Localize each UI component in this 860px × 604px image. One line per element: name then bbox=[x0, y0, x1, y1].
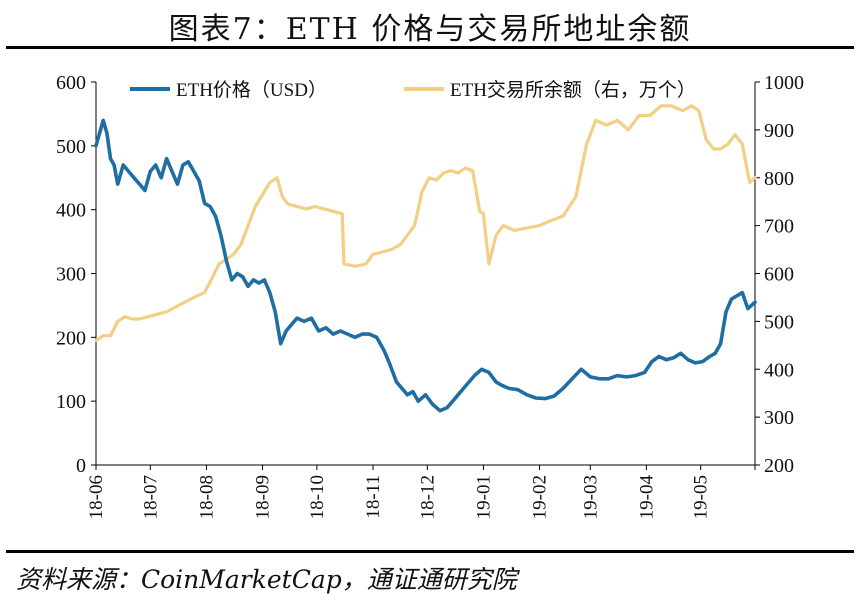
top-rule bbox=[6, 46, 854, 49]
right-tick-label: 800 bbox=[764, 168, 794, 190]
right-tick-label: 500 bbox=[764, 311, 794, 333]
bottom-rule bbox=[6, 550, 854, 553]
eth-price-line bbox=[94, 118, 757, 413]
x-tick-label: 18-12 bbox=[417, 475, 438, 519]
x-tick-label: 19-01 bbox=[473, 475, 494, 519]
x-tick-label: 18-07 bbox=[140, 475, 161, 519]
x-tick-label: 18-11 bbox=[363, 475, 384, 519]
right-tick-label: 600 bbox=[764, 264, 794, 286]
x-tick-label: 18-10 bbox=[307, 475, 328, 519]
x-tick-label: 19-04 bbox=[636, 475, 657, 520]
left-tick-label: 600 bbox=[56, 72, 86, 94]
right-tick-label: 400 bbox=[764, 359, 794, 381]
source-note: 资料来源：CoinMarketCap，通证通研究院 bbox=[16, 565, 517, 594]
legend-label-price: ETH价格（USD） bbox=[176, 79, 327, 101]
left-tick-label: 500 bbox=[56, 136, 86, 158]
x-tick-label: 18-06 bbox=[86, 475, 107, 519]
axes: 0 100 200 300 400 500 600 200 300 400 500 600 700 800… bbox=[56, 72, 804, 519]
right-tick-label: 300 bbox=[764, 407, 794, 429]
left-tick-label: 400 bbox=[56, 200, 86, 222]
right-tick-label: 200 bbox=[764, 455, 794, 477]
right-tick-label: 700 bbox=[764, 216, 794, 238]
left-tick-label: 100 bbox=[56, 391, 86, 413]
left-tick-label: 0 bbox=[76, 455, 86, 477]
right-tick-label: 900 bbox=[764, 120, 794, 142]
x-tick-label: 18-08 bbox=[196, 475, 217, 519]
legend: ETH价格（USD） ETH交易所余额（右，万个） bbox=[130, 79, 696, 101]
left-tick-label: 300 bbox=[56, 264, 86, 286]
exchange-balance-line bbox=[94, 104, 757, 343]
x-tick-label: 19-03 bbox=[580, 475, 601, 519]
left-tick-label: 200 bbox=[56, 327, 86, 349]
x-tick-label: 19-02 bbox=[530, 475, 551, 519]
x-tick-label: 18-09 bbox=[253, 475, 274, 519]
series-layer bbox=[94, 104, 757, 413]
right-tick-label: 1000 bbox=[764, 72, 804, 94]
x-tick-label: 19-05 bbox=[691, 475, 712, 519]
legend-label-balance: ETH交易所余额（右，万个） bbox=[450, 79, 696, 101]
chart-title: 图表7：ETH 价格与交易所地址余额 bbox=[168, 12, 692, 47]
